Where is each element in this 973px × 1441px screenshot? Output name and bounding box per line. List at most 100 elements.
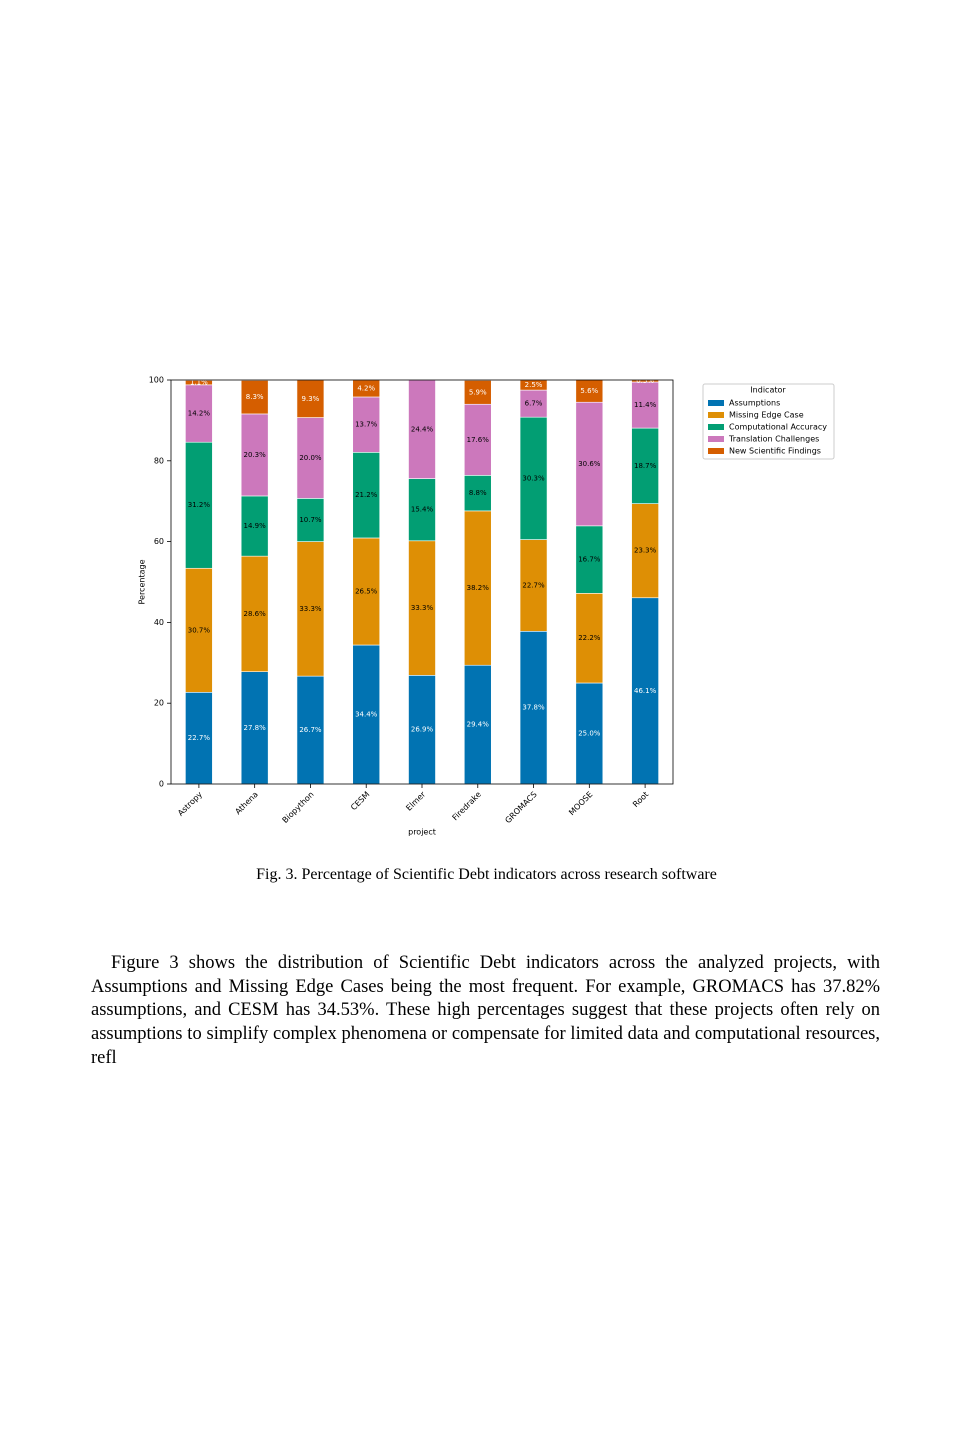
y-tick-label: 80	[154, 456, 164, 465]
x-tick-label: GROMACS	[503, 790, 538, 825]
value-label: 13.7%	[355, 421, 378, 429]
legend-swatch	[708, 436, 724, 442]
value-label: 22.2%	[578, 634, 601, 642]
value-label: 2.5%	[525, 381, 543, 389]
legend-label: New Scientific Findings	[729, 447, 821, 456]
y-axis-label: Percentage	[138, 559, 147, 604]
legend-label: Missing Edge Case	[729, 411, 804, 420]
bar-segment	[408, 675, 436, 785]
legend-swatch	[708, 400, 724, 406]
bar-segment	[185, 441, 213, 569]
value-label: 28.6%	[244, 610, 267, 618]
value-label: 31.2%	[188, 501, 211, 509]
value-label: 38.2%	[467, 584, 490, 592]
value-label: 25.0%	[578, 730, 601, 738]
value-label: 5.9%	[469, 388, 487, 396]
value-label: 30.3%	[522, 474, 545, 482]
bar-segment	[240, 380, 269, 415]
x-tick-label: Athena	[233, 790, 260, 817]
value-label: 21.2%	[355, 491, 378, 499]
x-tick-label: MOOSE	[567, 790, 594, 817]
bar-segment	[463, 380, 492, 405]
value-label: 33.3%	[299, 605, 322, 613]
value-label: 17.6%	[467, 436, 490, 444]
legend-swatch	[708, 424, 724, 430]
value-label: 14.2%	[188, 410, 211, 418]
value-label: 23.3%	[634, 547, 657, 555]
value-label: 46.1%	[634, 687, 657, 695]
bar-segment	[296, 498, 325, 542]
y-tick-label: 40	[154, 618, 164, 627]
value-label: 8.8%	[469, 489, 487, 497]
chart: Percentage project 0 20 40 60 80 100 22.7% 30.7…	[138, 376, 835, 837]
value-label: 26.5%	[355, 587, 378, 595]
bar-segment	[463, 475, 492, 512]
bar-segment	[352, 644, 381, 785]
bar-segment	[352, 537, 381, 646]
x-axis-label: project	[408, 828, 436, 837]
value-label: 30.7%	[188, 626, 211, 634]
bar-segment	[408, 478, 436, 542]
value-label: 14.9%	[244, 522, 267, 530]
figure-caption: Fig. 3. Percentage of Scientific Debt in…	[256, 866, 717, 883]
value-label: 30.6%	[578, 460, 601, 468]
legend-box	[702, 383, 835, 460]
y-tick-label: 0	[159, 780, 164, 789]
body-paragraph: Figure 3 shows the distribution of Scien…	[91, 953, 880, 1068]
value-label: 5.6%	[580, 387, 598, 395]
value-label: 33.3%	[411, 604, 434, 612]
value-label: 29.4%	[467, 721, 490, 729]
bar-segment	[296, 675, 325, 785]
bar-segment	[185, 567, 213, 693]
legend-swatch	[708, 448, 724, 454]
value-label: 22.7%	[188, 734, 211, 742]
x-tick-label: Root	[631, 790, 650, 809]
x-tick-label: Biopython	[281, 790, 316, 825]
bar-segment	[352, 396, 381, 453]
plot-frame	[170, 379, 674, 785]
bar-segment	[463, 664, 492, 785]
value-label: 0.5%	[636, 377, 654, 385]
y-tick-label: 20	[154, 699, 164, 708]
value-label: 11.4%	[634, 401, 657, 409]
bar-segment	[240, 413, 269, 497]
value-label: 8.3%	[246, 393, 264, 401]
value-label: 9.3%	[302, 395, 320, 403]
bar-segment	[575, 401, 604, 527]
bar-segment	[575, 525, 604, 594]
legend-label: Assumptions	[729, 399, 780, 408]
legend-title: Indicator	[750, 386, 786, 395]
x-tick-label: Elmer	[404, 789, 427, 812]
bar-segment	[185, 380, 213, 386]
value-label: 6.7%	[525, 400, 543, 408]
bar-segment	[296, 541, 325, 677]
legend-swatch	[708, 412, 724, 418]
bar-segment	[240, 555, 269, 672]
legend-label: Computational Accuracy	[729, 423, 827, 432]
bar-segment	[463, 403, 492, 476]
bar-segment	[296, 417, 325, 499]
value-label: 15.4%	[411, 506, 434, 514]
value-label: 18.7%	[634, 462, 657, 470]
legend-label: Translation Challenges	[728, 435, 819, 444]
y-tick-label: 100	[149, 376, 164, 385]
bar-segment	[408, 379, 436, 479]
bar-segment	[519, 416, 548, 540]
y-tick-label: 60	[154, 537, 164, 546]
x-tick-label: CESM	[349, 790, 371, 812]
value-label: 10.7%	[299, 516, 322, 524]
bar-segment	[519, 630, 548, 785]
x-tick-label: Astropy	[176, 790, 204, 818]
x-tick-label: Firedrake	[451, 790, 483, 822]
bar-segment	[408, 540, 436, 676]
value-label: 24.4%	[411, 425, 434, 433]
value-label: 34.4%	[355, 711, 378, 719]
value-label: 4.2%	[357, 384, 375, 392]
value-label: 16.7%	[578, 556, 601, 564]
value-label: 26.9%	[411, 726, 434, 734]
bar-segment	[575, 379, 604, 403]
value-label: 1.1%	[190, 379, 208, 387]
value-label: 20.3%	[244, 451, 267, 459]
value-label: 20.0%	[299, 454, 322, 462]
